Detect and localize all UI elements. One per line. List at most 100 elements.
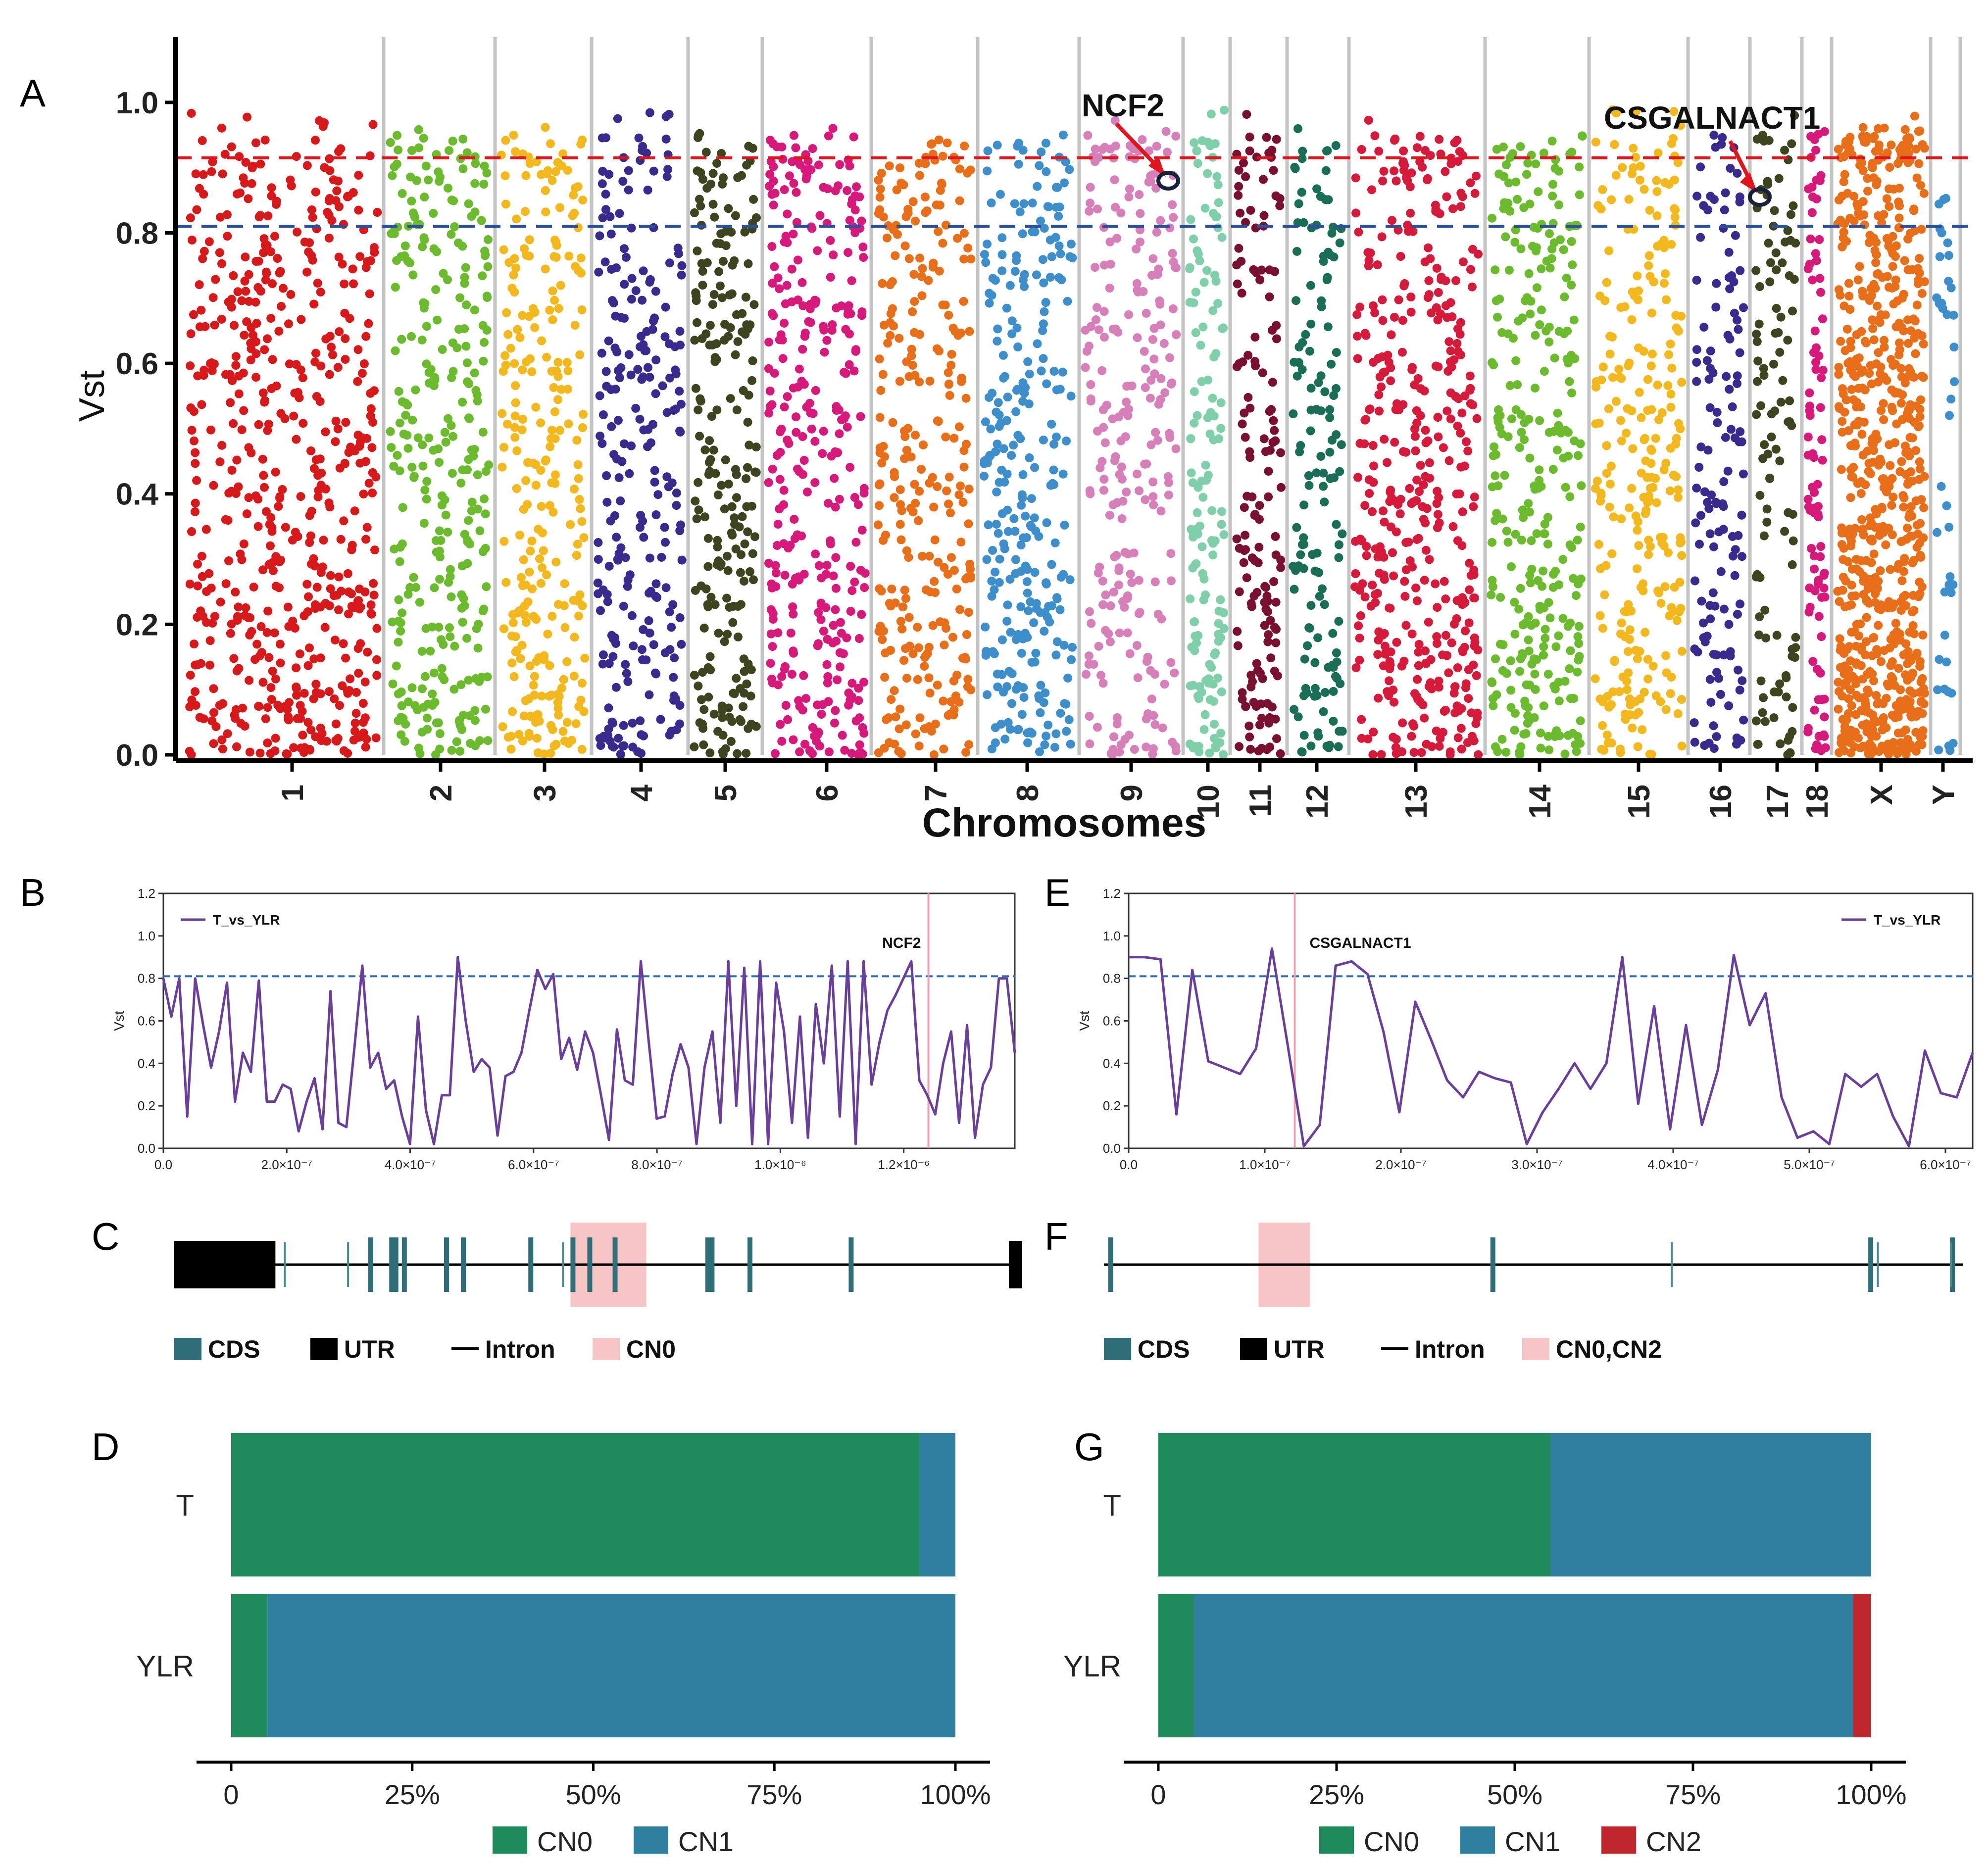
scatter-point: [499, 624, 508, 634]
scatter-point: [1058, 130, 1068, 140]
scatter-point: [903, 208, 913, 218]
scatter-point: [338, 259, 347, 269]
scatter-point: [1141, 364, 1150, 374]
scatter-point: [429, 445, 438, 455]
scatter-point: [1644, 491, 1653, 500]
scatter-point: [789, 131, 798, 140]
scatter-point: [1326, 474, 1335, 483]
scatter-point: [350, 718, 360, 728]
scatter-point: [1516, 410, 1526, 419]
scatter-point: [1219, 750, 1228, 759]
scatter-point: [1099, 475, 1109, 484]
scatter-point: [991, 567, 1000, 577]
scatter-point: [995, 554, 1004, 564]
scatter-point: [952, 670, 962, 680]
scatter-point: [783, 392, 792, 401]
scatter-point: [537, 691, 547, 701]
scatter-point: [1392, 749, 1401, 758]
scatter-point: [550, 295, 559, 305]
scatter-point: [832, 303, 841, 313]
scatter-point: [612, 454, 622, 464]
scatter-point: [596, 741, 605, 750]
scatter-point: [1465, 558, 1474, 568]
scatter-point: [465, 414, 474, 423]
scatter-point: [1292, 296, 1301, 305]
scatter-point: [801, 694, 811, 703]
scatter-point: [791, 574, 800, 583]
scatter-point: [398, 189, 407, 198]
scatter-point: [1207, 536, 1216, 545]
scatter-point: [1020, 270, 1029, 279]
scatter-point: [645, 278, 654, 287]
scatter-point: [480, 161, 489, 171]
scatter-point: [244, 270, 253, 279]
scatter-point: [691, 288, 700, 297]
scatter-point: [1265, 265, 1274, 275]
scatter-point: [209, 739, 218, 748]
scatter-point: [713, 536, 722, 545]
scatter-point: [401, 410, 410, 420]
scatter-point: [1735, 192, 1744, 201]
scatter-point: [858, 243, 868, 251]
scatter-point: [1853, 479, 1862, 488]
scatter-point: [1787, 139, 1796, 148]
scatter-point: [386, 138, 395, 147]
scatter-point: [1142, 742, 1151, 752]
scatter-point: [874, 209, 883, 218]
scatter-point: [721, 241, 731, 250]
scatter-point: [854, 684, 863, 693]
scatter-point: [1753, 356, 1763, 366]
panel-letter-b: B: [20, 871, 46, 914]
scatter-point: [387, 443, 396, 452]
scatter-point: [1706, 364, 1715, 373]
scatter-point: [649, 166, 658, 176]
scatter-point: [195, 713, 204, 722]
scatter-point: [607, 631, 616, 640]
scatter-point: [1329, 717, 1338, 726]
scatter-point: [636, 716, 645, 726]
scatter-point: [1469, 502, 1478, 511]
scatter-point: [1816, 542, 1826, 551]
scatter-point: [1432, 303, 1441, 312]
scatter-point: [541, 456, 550, 466]
scatter-point: [1721, 433, 1730, 442]
scatter-point: [1243, 350, 1253, 360]
scatter-point: [1676, 121, 1685, 130]
scatter-point: [392, 256, 401, 265]
scatter-point: [533, 710, 543, 719]
scatter-point: [731, 350, 740, 359]
scatter-point: [1847, 581, 1856, 590]
scatter-point: [1692, 357, 1701, 367]
scatter-point: [698, 175, 707, 184]
scatter-point: [1264, 630, 1273, 639]
scatter-point: [1332, 648, 1341, 657]
scatter-point: [785, 171, 794, 181]
scatter-point: [1836, 153, 1845, 162]
scatter-point: [546, 139, 555, 148]
scatter-point: [1559, 245, 1568, 254]
scatter-point: [813, 246, 822, 255]
scatter-point: [261, 507, 271, 516]
scatter-point: [1492, 509, 1501, 518]
scatter-point: [1458, 645, 1467, 655]
scatter-point: [895, 724, 904, 734]
scatter-point: [1820, 127, 1829, 136]
scatter-point: [1861, 480, 1870, 490]
scatter-point: [904, 553, 913, 562]
scatter-point: [474, 619, 483, 629]
scatter-point: [627, 274, 637, 283]
scatter-point: [793, 295, 802, 304]
scatter-point: [935, 346, 944, 356]
scatter-point: [215, 701, 224, 710]
scatter-point: [1819, 571, 1829, 580]
scatter-point: [1052, 593, 1061, 602]
scatter-point: [1457, 541, 1467, 550]
scatter-point: [764, 559, 773, 568]
scatter-point: [187, 527, 196, 536]
scatter-point: [1702, 632, 1712, 641]
scatter-point: [895, 377, 904, 386]
scatter-point: [1677, 551, 1687, 560]
scatter-point: [1466, 178, 1475, 188]
scatter-point: [1548, 180, 1557, 189]
scatter-point: [512, 484, 521, 493]
